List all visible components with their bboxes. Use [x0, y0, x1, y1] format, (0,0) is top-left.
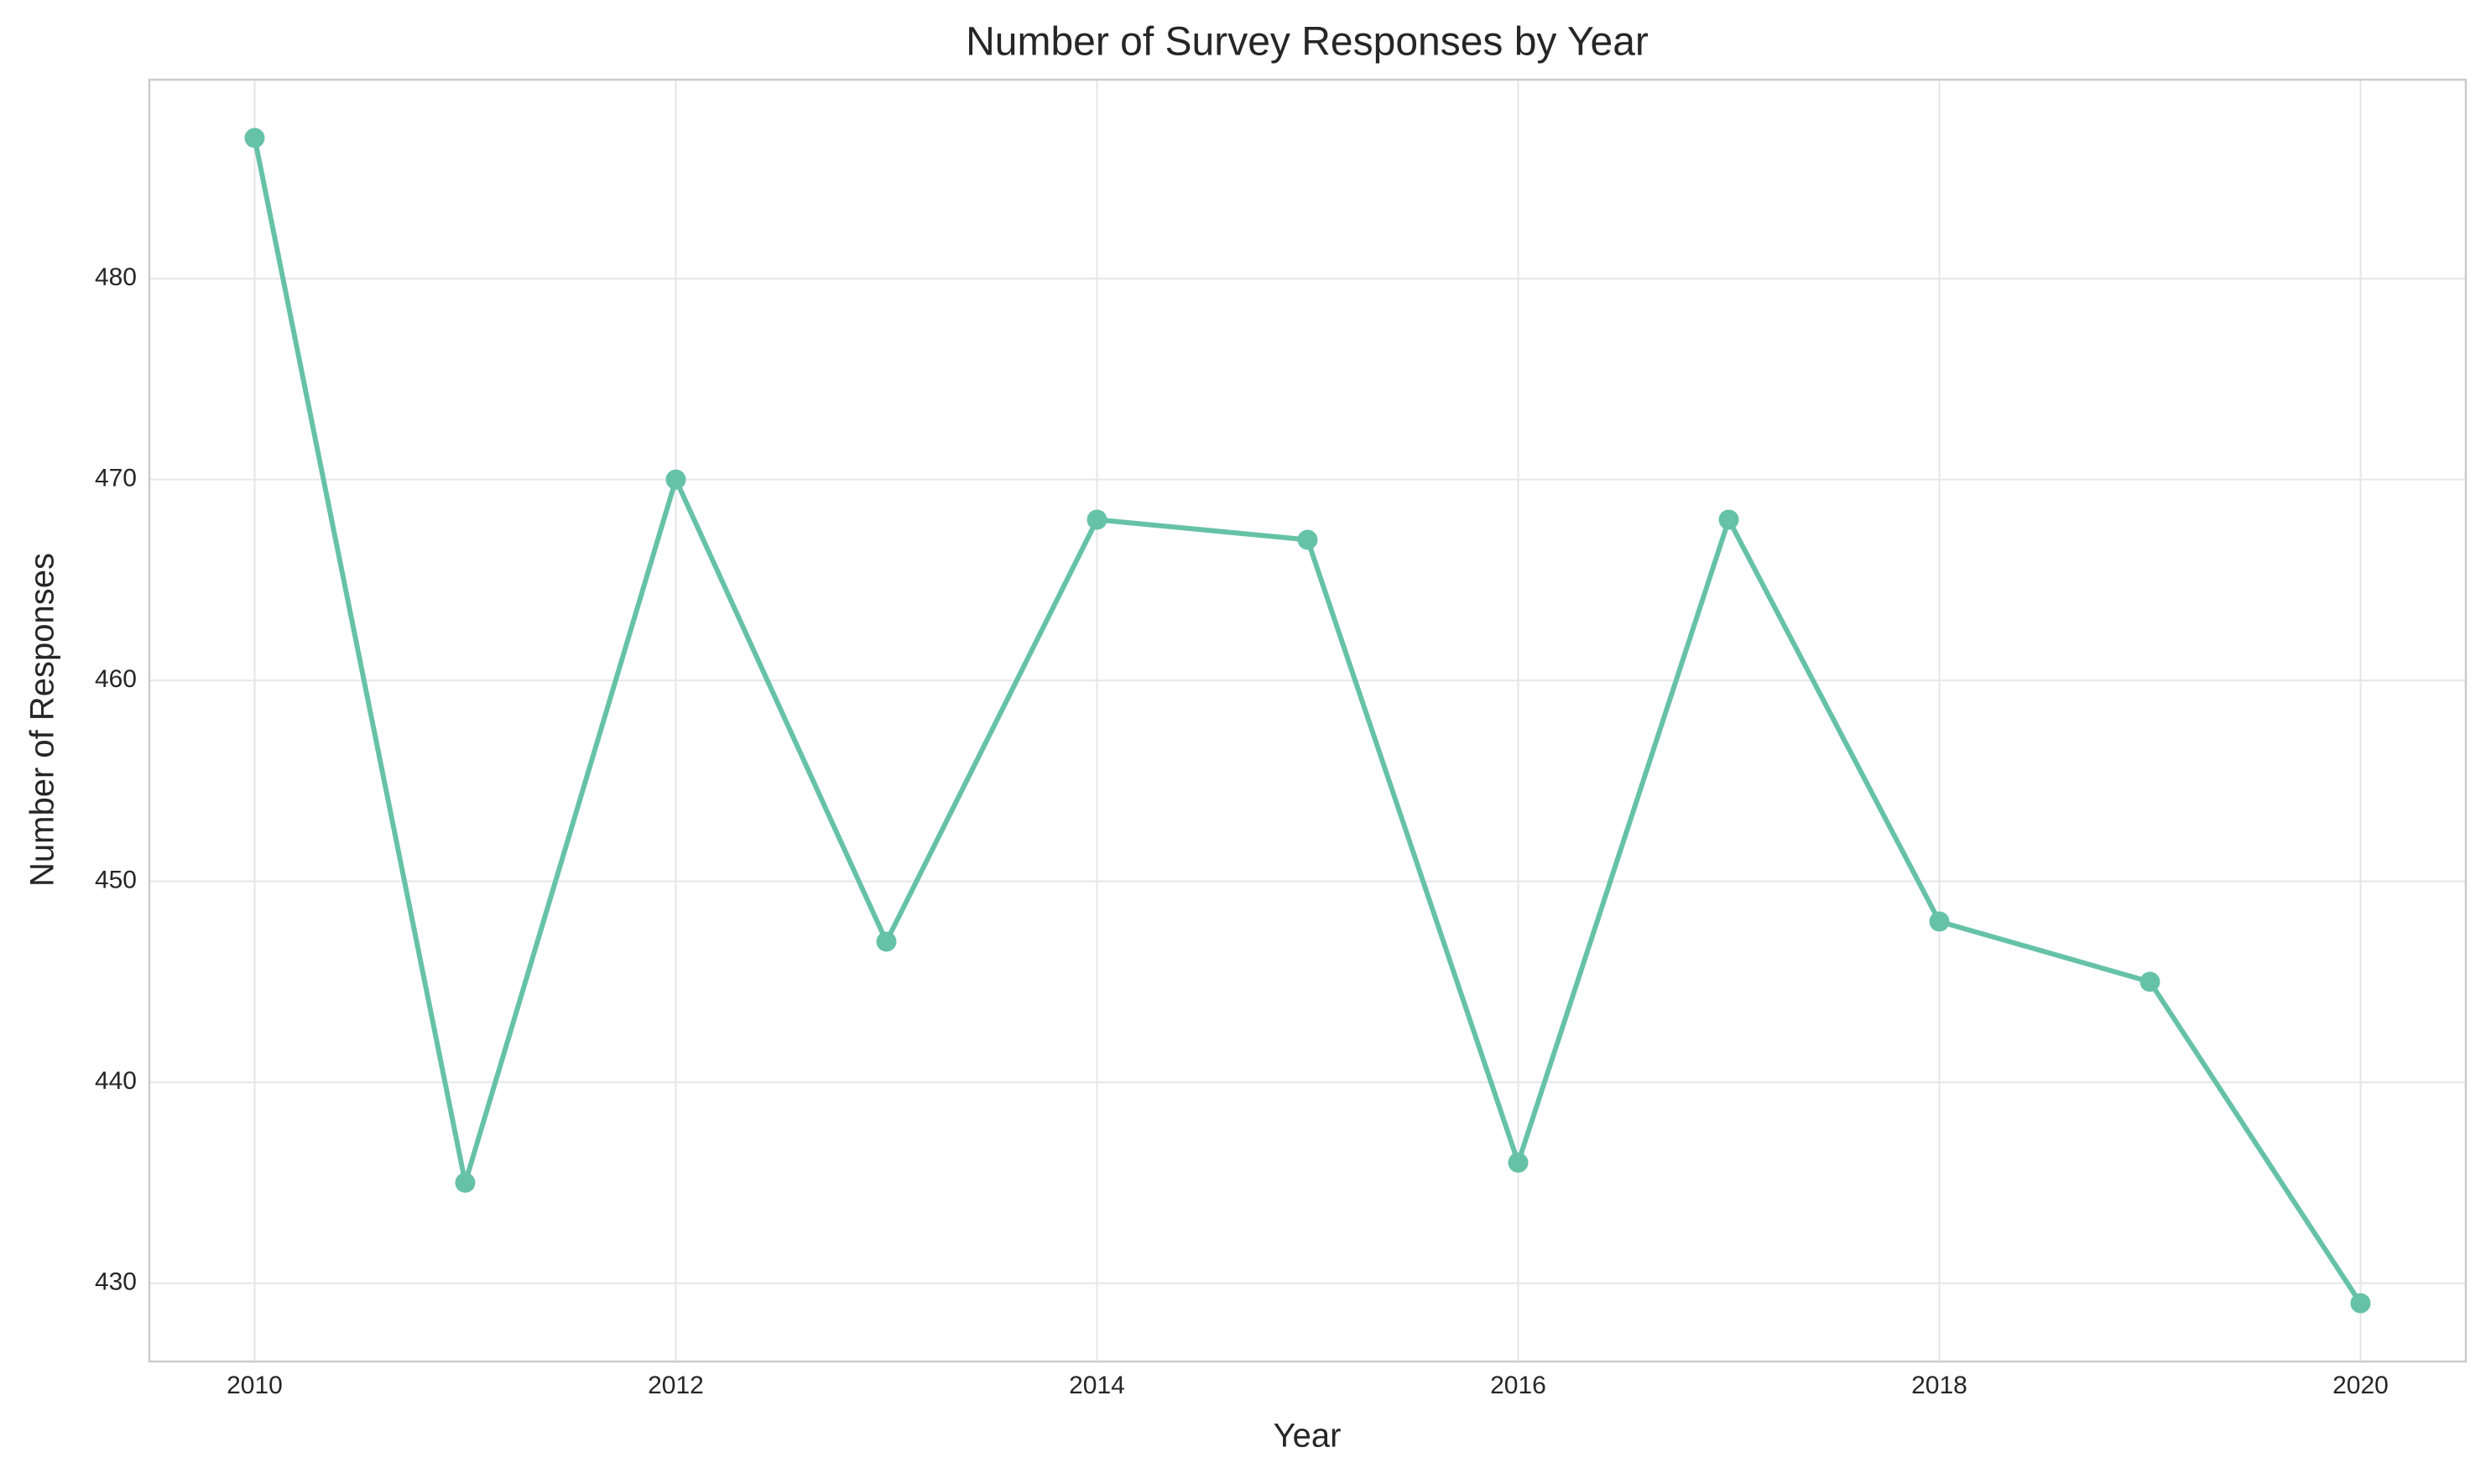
- point: [455, 1172, 476, 1193]
- y-tick-label: 480: [95, 263, 137, 291]
- x-tick-label: 2020: [2332, 1372, 2389, 1399]
- x-tick-label: 2014: [1069, 1372, 1125, 1399]
- point: [1508, 1152, 1529, 1173]
- point: [665, 469, 686, 490]
- chart-title: Number of Survey Responses by Year: [966, 20, 1649, 65]
- x-tick-label: 2010: [227, 1372, 283, 1399]
- y-tick-label: 470: [95, 465, 137, 492]
- y-axis-label: Number of Responses: [24, 553, 61, 887]
- x-tick-label: 2018: [1911, 1372, 1967, 1399]
- y-tick-label: 450: [95, 867, 137, 894]
- y-tick-label: 460: [95, 665, 137, 693]
- x-axis-label: Year: [1274, 1418, 1342, 1455]
- y-tick-label: 430: [95, 1268, 137, 1296]
- point: [876, 931, 897, 952]
- plot-frame: [148, 78, 2468, 1363]
- y-tick-label: 440: [95, 1067, 137, 1095]
- point: [1718, 509, 1739, 530]
- point: [244, 128, 265, 148]
- point: [1297, 529, 1318, 550]
- x-tick-label: 2016: [1490, 1372, 1546, 1399]
- point: [1087, 509, 1107, 530]
- point: [2350, 1293, 2371, 1314]
- point: [1929, 911, 1950, 932]
- point: [2139, 971, 2160, 992]
- x-tick-label: 2012: [648, 1372, 704, 1399]
